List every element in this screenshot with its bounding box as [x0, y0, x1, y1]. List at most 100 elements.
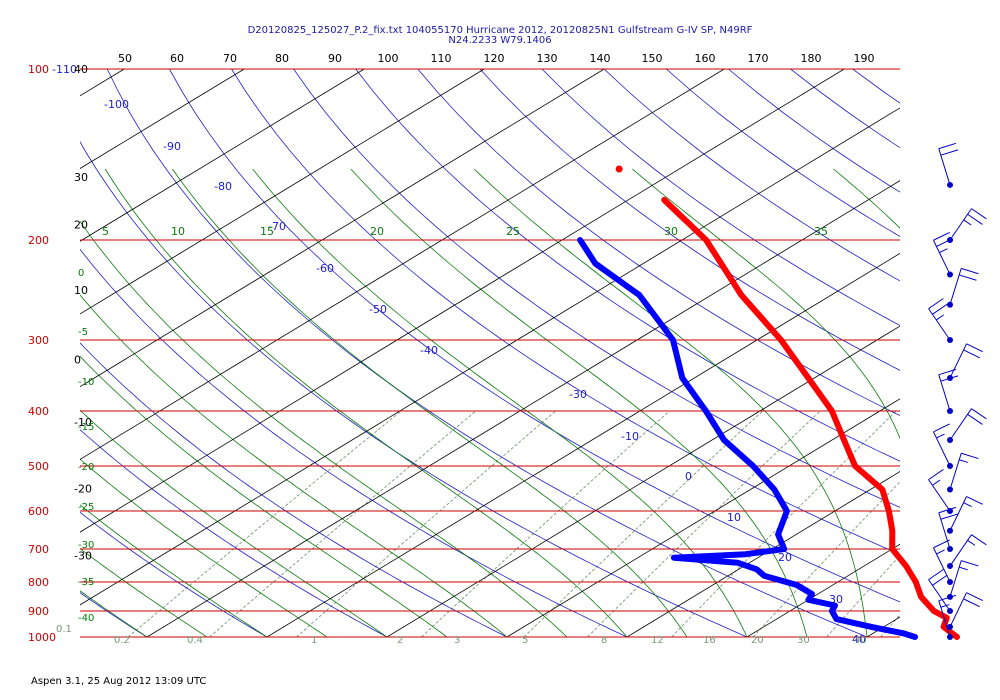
dry-adiabat-line — [106, 69, 868, 637]
dry-adiabat-label: -30 — [569, 388, 587, 401]
isotherm-value-label: -110 — [52, 63, 77, 76]
wind-barb-flag — [963, 598, 980, 608]
wind-barb-shaft — [949, 268, 962, 305]
mixing-ratio-label: 2 — [397, 635, 403, 646]
dry-adiabat-line — [852, 69, 900, 104]
mixing-ratio-label: 12 — [651, 635, 664, 646]
moist-adiabat-line — [80, 294, 508, 637]
isotherm-line — [506, 398, 900, 637]
dry-adiabat-line — [80, 592, 148, 637]
top-axis-tick-label: 170 — [748, 52, 769, 65]
top-axis-tick-label: 150 — [642, 52, 663, 65]
dry-adiabat-label: -90 — [163, 140, 181, 153]
dry-adiabat-line — [355, 69, 900, 462]
mixing-ratio-label: 40 — [854, 635, 867, 646]
wind-barb-shaft — [949, 408, 972, 441]
moist-adiabat-left-label: -25 — [78, 502, 94, 513]
isotherm-value-label: 0 — [74, 354, 81, 367]
wind-barb — [947, 452, 979, 493]
wind-barb-flag — [963, 219, 972, 226]
moist-adiabat-line — [80, 590, 148, 637]
wind-barb-shaft — [938, 374, 951, 412]
dry-adiabat-label: 10 — [727, 511, 741, 524]
wind-barb-shaft — [928, 308, 951, 341]
mixing-ratio-label: 16 — [703, 635, 716, 646]
wind-barb-shaft — [949, 592, 967, 628]
moist-adiabat-left-label: 0 — [78, 268, 84, 279]
wind-barb-flag — [939, 248, 948, 254]
moist-adiabat-left-label: -40 — [78, 613, 94, 624]
dry-adiabat-label: -100 — [104, 98, 129, 111]
mixing-ratio-label: 0.2 — [114, 635, 130, 646]
wind-barb — [933, 539, 953, 585]
isotherm-line — [146, 180, 900, 637]
dry-adiabat-line — [479, 69, 900, 371]
wind-barb-shaft — [928, 579, 951, 612]
wind-barb — [947, 560, 979, 600]
wind-barb-shaft — [933, 240, 951, 275]
wind-barb — [933, 423, 953, 470]
pressure-tick-label: 400 — [28, 405, 49, 418]
top-axis-tick-label: 130 — [537, 52, 558, 65]
wind-barb-flag — [961, 560, 979, 567]
isotherm-value-label: -10 — [74, 416, 92, 429]
wind-barb-flag — [932, 574, 948, 586]
isotherm-line — [987, 69, 1000, 637]
wind-barb — [947, 534, 987, 570]
top-axis-tick-label: 120 — [484, 52, 505, 65]
isotherm-line — [386, 325, 900, 637]
moist-adiabat-left-label: -15 — [78, 422, 94, 433]
pressure-tick-label: 100 — [28, 63, 49, 76]
pressure-tick-label: 900 — [28, 605, 49, 618]
isotherm-line — [80, 69, 365, 242]
temperature-trace — [661, 196, 960, 640]
wind-barb-flag — [959, 274, 977, 281]
moist-adiabat-line — [80, 458, 328, 637]
dry-adiabat-line — [80, 511, 268, 637]
grid-lines — [0, 69, 1000, 637]
isotherm-line — [80, 69, 125, 97]
wind-barb — [933, 231, 953, 278]
wind-barb — [928, 569, 953, 615]
wind-barb-flag — [967, 413, 983, 425]
wind-barb — [947, 208, 987, 243]
isotherm-value-label: 20 — [74, 219, 88, 232]
isotherm-line — [0, 69, 4, 637]
top-axis-tick-label: 110 — [431, 52, 452, 65]
moist-adiabat-left-label: -20 — [78, 462, 94, 473]
top-axis-tick-label: 60 — [170, 52, 184, 65]
mixing-ratio-line — [421, 410, 670, 637]
wind-barb-flag — [971, 208, 987, 220]
wind-barb-flag — [959, 459, 968, 463]
wind-barb-flag — [928, 469, 944, 481]
wind-barb — [928, 298, 953, 344]
top-axis-tick-label: 70 — [223, 52, 237, 65]
isotherm-value-label: 30 — [74, 171, 88, 184]
moist-adiabat-label: 15 — [260, 225, 274, 238]
dry-adiabat-line — [80, 429, 388, 637]
wind-barb-flag — [938, 142, 957, 150]
moist-adiabat-left-label: -30 — [78, 540, 94, 551]
top-axis-tick-label: 90 — [328, 52, 342, 65]
wind-barb-flag — [933, 231, 950, 241]
wind-barb-flag — [966, 343, 983, 353]
wind-barb-flag — [966, 496, 983, 505]
wind-barb-flag — [933, 539, 950, 549]
isotherm-line — [80, 69, 605, 388]
dry-adiabat-line — [977, 69, 1000, 637]
dewpoint-trace — [577, 237, 918, 640]
wind-barb-flag — [961, 267, 979, 275]
wind-barb-flag — [933, 423, 950, 433]
moist-adiabat-line — [473, 168, 868, 637]
pressure-tick-label: 500 — [28, 460, 49, 473]
mixing-ratio-label: 1 — [311, 635, 317, 646]
moist-adiabat-label: 5 — [102, 225, 109, 238]
pressure-tick-label: 200 — [28, 234, 49, 247]
dry-adiabat-line — [80, 140, 748, 637]
dry-adiabat-line — [80, 342, 508, 637]
wind-barb-flag — [971, 408, 987, 420]
mixing-ratio-label: 0.4 — [187, 635, 203, 646]
isotherm-line — [80, 69, 725, 460]
mixing-ratio-label: 8 — [601, 635, 607, 646]
wind-barb-flag — [938, 368, 957, 376]
